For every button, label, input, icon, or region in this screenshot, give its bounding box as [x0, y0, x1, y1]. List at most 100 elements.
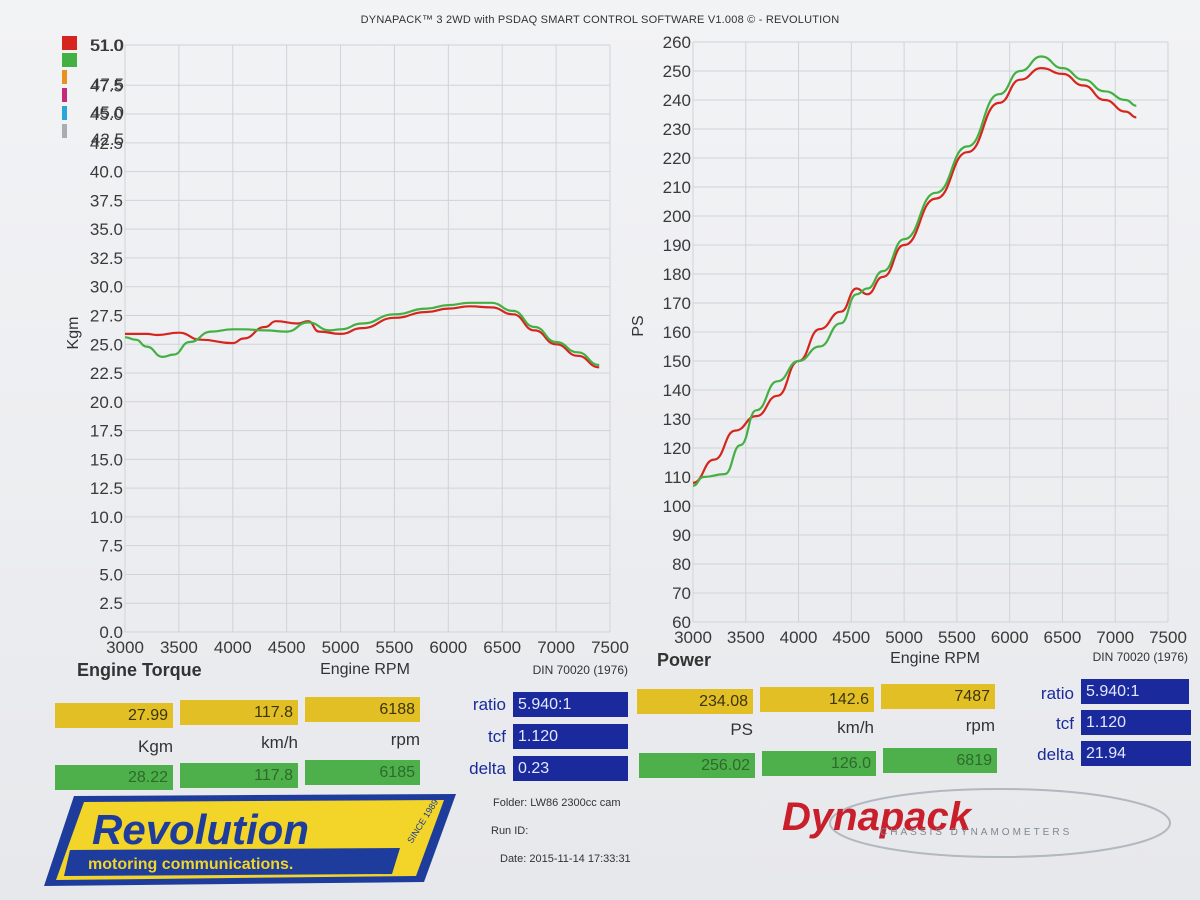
torque-y-tick-label: 37.5	[90, 191, 123, 210]
power-ratio-label: ratio	[1040, 684, 1074, 703]
torque-x-tick-label: 4000	[214, 638, 252, 657]
power-x-axis-label: Engine RPM	[890, 650, 980, 667]
power-y-tick-label: 160	[663, 323, 691, 342]
torque-x-tick-label: 7000	[537, 638, 575, 657]
run-legend: 51.0 47.5 45.0 42.5	[62, 36, 124, 149]
legend-cyan-swatch	[62, 106, 67, 120]
power-unit-kmh: km/h	[837, 718, 874, 737]
legend-value: 45.0	[91, 103, 124, 122]
power-y-tick-label: 250	[663, 62, 691, 81]
legend-value: 51.0	[91, 36, 124, 55]
torque-x-tick-label: 3000	[106, 638, 144, 657]
torque-tcf-value: 1.120	[513, 724, 628, 749]
power-y-tick-label: 130	[663, 410, 691, 429]
torque-y-tick-label: 47.5	[90, 76, 123, 95]
power-ratio-value: 5.940:1	[1081, 679, 1189, 704]
torque-yellow-kgm: 27.99	[55, 703, 173, 728]
power-x-tick-label: 4000	[780, 628, 818, 647]
torque-delta-value: 0.23	[513, 756, 628, 781]
torque-series-green	[124, 301, 600, 367]
torque-y-tick-label: 32.5	[90, 249, 123, 268]
power-x-ticks: 3000 3500 4000 4500 5000 5500 6000 6500 7000 7500	[674, 628, 1187, 647]
page-title: DYNAPACK™ 3 2WD with PSDAQ SMART CONTROL…	[360, 14, 840, 26]
torque-y-tick-label: 30.0	[90, 278, 123, 297]
torque-x-axis-label: Engine RPM	[320, 661, 410, 678]
torque-y-tick-label: 40.0	[90, 163, 123, 182]
power-x-tick-label: 5000	[885, 628, 923, 647]
power-x-tick-label: 6500	[1044, 628, 1082, 647]
torque-green-kmh: 117.8	[180, 763, 298, 788]
torque-tcf-label: tcf	[488, 727, 506, 746]
torque-y-tick-label: 17.5	[90, 422, 123, 441]
torque-ratio-value: 5.940:1	[513, 692, 628, 717]
power-y-tick-label: 170	[663, 294, 691, 313]
legend-red-swatch	[62, 36, 77, 50]
torque-delta-label: delta	[469, 759, 506, 778]
torque-y-tick-label: 5.0	[99, 565, 123, 584]
torque-chart-title: Engine Torque	[77, 660, 202, 680]
power-x-tick-label: 5500	[938, 628, 976, 647]
power-standard-label: DIN 70020 (1976)	[1093, 650, 1188, 664]
power-chart: 60 70 80 90 100 110 120 130 140 150 160 170 180 190 20…	[630, 33, 1188, 670]
torque-ratio-label: ratio	[472, 695, 506, 714]
torque-y-tick-label: 0.0	[99, 623, 123, 642]
torque-x-tick-label: 4500	[268, 638, 306, 657]
torque-y-tick-label: 42.5	[90, 134, 123, 153]
torque-y-tick-label: 27.5	[90, 306, 123, 325]
power-green-ps: 256.02	[639, 753, 755, 778]
power-y-tick-label: 100	[663, 497, 691, 516]
power-y-tick-label: 200	[663, 207, 691, 226]
torque-y-tick-label: 45.0	[90, 105, 123, 124]
torque-y-tick-label: 15.0	[90, 450, 123, 469]
torque-y-tick-label: 51.0	[90, 36, 123, 55]
torque-unit-kmh: km/h	[261, 733, 298, 752]
power-y-tick-label: 150	[663, 352, 691, 371]
power-x-tick-label: 7000	[1096, 628, 1134, 647]
power-series-green	[692, 55, 1137, 487]
power-y-tick-label: 80	[672, 555, 691, 574]
power-y-tick-label: 220	[663, 149, 691, 168]
run-id-info: Run ID:	[491, 825, 529, 837]
power-series-red	[692, 66, 1137, 484]
torque-yellow-kmh: 117.8	[180, 700, 298, 725]
power-y-tick-label: 210	[663, 178, 691, 197]
power-unit-rpm: rpm	[965, 716, 995, 735]
power-y-axis-label: PS	[630, 315, 647, 336]
power-x-tick-label: 3500	[727, 628, 765, 647]
power-tcf-label: tcf	[1056, 714, 1074, 733]
torque-y-ticks: 0.0 2.5 5.0 7.5 10.0 12.5 15.0 17.5 20.0 22.5 25.0…	[90, 36, 123, 642]
revolution-subtitle: motoring communications.	[88, 856, 293, 873]
power-yellow-ps: 234.08	[637, 689, 753, 714]
torque-y-tick-label: 22.5	[90, 364, 123, 383]
torque-x-tick-label: 5000	[322, 638, 360, 657]
legend-value: 42.5	[91, 130, 124, 149]
date-info: Date: 2015-11-14 17:33:31	[500, 853, 631, 865]
power-y-tick-label: 70	[672, 584, 691, 603]
power-y-tick-label: 230	[663, 120, 691, 139]
power-y-tick-label: 190	[663, 236, 691, 255]
torque-x-tick-label: 7500	[591, 638, 629, 657]
power-green-rpm: 6819	[883, 748, 997, 773]
power-grid	[692, 41, 1169, 623]
torque-green-rpm: 6185	[305, 760, 420, 785]
dynapack-logo: Dynapack CHASSIS DYNAMOMETERS	[782, 788, 1171, 858]
torque-unit-rpm: rpm	[390, 730, 420, 749]
torque-x-tick-label: 6000	[429, 638, 467, 657]
power-y-tick-label: 260	[663, 33, 691, 52]
torque-yellow-rpm: 6188	[305, 697, 420, 722]
legend-gray-swatch	[62, 124, 67, 138]
torque-y-tick-label: 35.0	[90, 220, 123, 239]
legend-magenta-swatch	[62, 88, 67, 102]
power-unit-ps: PS	[730, 720, 753, 739]
torque-y-tick-label: 2.5	[99, 594, 123, 613]
power-x-tick-label: 4500	[832, 628, 870, 647]
revolution-logo: Revolution motoring communications. SINC…	[44, 794, 456, 886]
torque-x-tick-label: 6500	[483, 638, 521, 657]
torque-y-tick-label: 10.0	[90, 508, 123, 527]
legend-value: 47.5	[91, 75, 124, 94]
power-y-tick-label: 240	[663, 91, 691, 110]
torque-y-tick-label: 7.5	[99, 537, 123, 556]
torque-x-ticks: 3000 3500 4000 4500 5000 5500 6000 6500 7000 7500	[106, 638, 629, 657]
torque-y-tick-label: 25.0	[90, 335, 123, 354]
